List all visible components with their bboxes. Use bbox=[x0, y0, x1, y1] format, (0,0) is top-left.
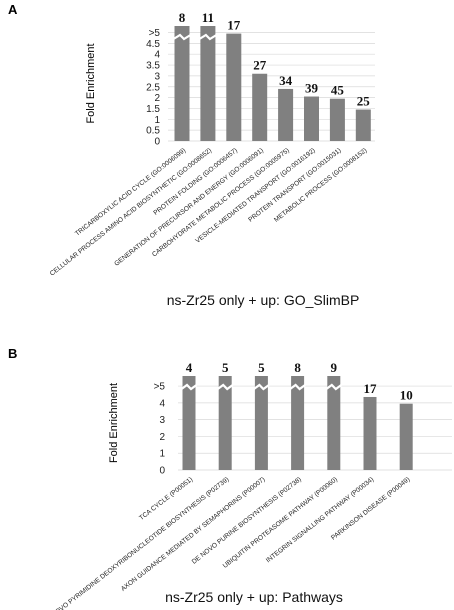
panel-a-y-tick-label: >5 bbox=[149, 28, 161, 39]
panel-a-data-label-6: 39 bbox=[305, 81, 319, 96]
panel-a-axis-break-mark-1 bbox=[172, 33, 192, 41]
panel-b-data-label-4: 8 bbox=[294, 360, 301, 375]
panel-a-y-tick-label: 0.5 bbox=[146, 126, 160, 137]
panel-b-bar-2 bbox=[218, 376, 232, 470]
panel-a-y-tick-label: 1.5 bbox=[146, 104, 160, 115]
panel-b-letter: B bbox=[8, 346, 17, 361]
panel-a-y-tick-label: 2.5 bbox=[146, 82, 160, 93]
panel-b-bar-3 bbox=[254, 376, 268, 470]
panel-b-axis-break-mark-5 bbox=[325, 383, 342, 391]
panel-a-y-tick-label: 3.5 bbox=[146, 61, 160, 72]
panel-a-data-label-4: 27 bbox=[253, 58, 267, 73]
panel-b-data-label-6: 17 bbox=[364, 381, 378, 396]
panel-a-title: ns-Zr25 only + up: GO_SlimBP bbox=[167, 292, 360, 308]
panel-a-x-category-label-6: VESICLE-MEDIATED TRANSPORT (GO:0016192) bbox=[194, 147, 316, 245]
panel-a-y-tick-label: 4 bbox=[154, 50, 160, 61]
panel-a-data-label-2: 11 bbox=[202, 10, 214, 25]
panel-b-y-axis-title: Fold Enrichment bbox=[108, 383, 120, 463]
panel-a-bar-2 bbox=[200, 26, 216, 141]
panel-b-x-category-label-7: PARKINSON DISEASE (P00049) bbox=[330, 476, 411, 542]
panel-b-axis-break-mark-1 bbox=[180, 383, 198, 391]
panel-b-data-label-1: 4 bbox=[186, 360, 193, 375]
panel-a-data-label-3: 17 bbox=[227, 18, 241, 33]
panel-a-letter: A bbox=[8, 2, 18, 17]
panel-b-bar-6 bbox=[363, 396, 377, 470]
panel-b-y-tick-label: 3 bbox=[159, 415, 165, 426]
panel-a-y-tick-label: 3 bbox=[154, 71, 160, 82]
panel-a-y-axis-title: Fold Enrichment bbox=[85, 43, 97, 123]
panel-b-y-tick-label: 1 bbox=[159, 449, 165, 460]
panel-a-axis-break-mark-2 bbox=[198, 33, 217, 41]
panel-a-bar-8 bbox=[355, 109, 371, 141]
panel-b-y-tick-label: 2 bbox=[159, 432, 165, 443]
panel-a-bar-7 bbox=[329, 98, 345, 141]
panel-b-y-tick-label: 0 bbox=[159, 466, 165, 477]
panel-a-x-category-label-8: METABOLIC PROCESS (GO:0008152) bbox=[273, 147, 368, 224]
panel-a-data-label-5: 34 bbox=[279, 73, 293, 88]
panel-a-y-tick-label: 4.5 bbox=[146, 39, 160, 50]
panel-b-bar-4 bbox=[291, 376, 305, 470]
panel-a-data-label-8: 25 bbox=[357, 94, 371, 109]
panel-a-bar-6 bbox=[304, 96, 319, 141]
panel-b-axis-break-mark-4 bbox=[289, 383, 306, 391]
panel-b-bar-5 bbox=[327, 376, 341, 470]
panel-b-x-category-label-3: AXON GUIDANCE MEDIATED BY SEMAPHORINS (P… bbox=[120, 476, 267, 593]
panel-b-data-label-5: 9 bbox=[331, 360, 338, 375]
panel-a-bar-4 bbox=[252, 73, 268, 141]
panel-a-data-label-1: 8 bbox=[179, 10, 186, 25]
panel-a-y-tick-label: 2 bbox=[154, 93, 160, 104]
panel-a-x-category-label-2: CELLULAR PROCESS AMINO ACID BIOSYNTHETIC… bbox=[49, 147, 213, 278]
panel-a-data-label-7: 45 bbox=[331, 83, 345, 98]
panel-b-data-label-2: 5 bbox=[222, 360, 229, 375]
panel-a-bar-1 bbox=[174, 26, 190, 141]
panel-b-bar-1 bbox=[182, 376, 196, 470]
panel-a-x-category-label-7: PROTEIN TRANSPORT (GO:0015031) bbox=[247, 147, 342, 224]
panel-b-data-label-3: 5 bbox=[258, 360, 265, 375]
panel-a-y-tick-label: 1 bbox=[154, 115, 160, 126]
panel-b-data-label-7: 10 bbox=[400, 388, 413, 403]
panel-b-y-tick-label: 4 bbox=[159, 398, 165, 409]
panel-b-y-tick-label: >5 bbox=[154, 382, 166, 393]
panel-b-axis-break-mark-3 bbox=[253, 383, 270, 391]
panel-a-bar-3 bbox=[226, 33, 242, 141]
panel-b-axis-break-mark-2 bbox=[217, 383, 234, 391]
panel-a-bar-5 bbox=[278, 88, 294, 141]
panel-a-y-tick-label: 0 bbox=[154, 137, 160, 148]
panel-b-title: ns-Zr25 only + up: Pathways bbox=[165, 589, 343, 605]
panel-b-bar-7 bbox=[399, 403, 413, 470]
